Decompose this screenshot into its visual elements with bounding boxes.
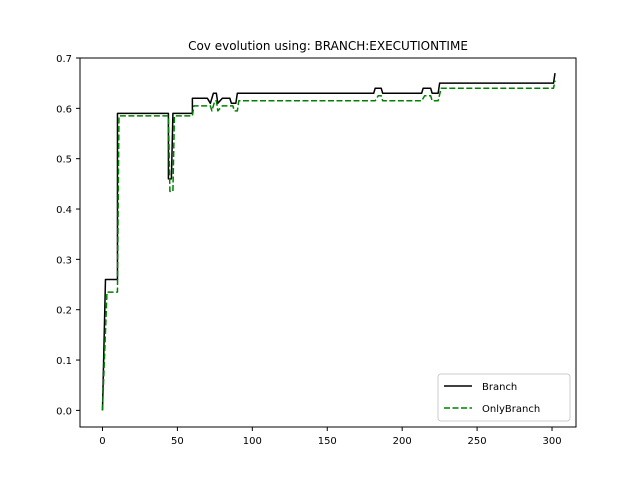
series-line-onlybranch: [101, 80, 556, 411]
x-tick-label: 300: [542, 436, 561, 447]
series-line-branch: [101, 72, 556, 411]
legend: Branch OnlyBranch: [437, 373, 571, 422]
y-tick-label: 0.5: [56, 155, 72, 166]
y-tick-label: 0.2: [56, 306, 72, 317]
x-tick-label: 50: [171, 436, 184, 447]
x-tick-label: 150: [318, 436, 337, 447]
x-tick-label: 250: [468, 436, 487, 447]
y-tick-label: 0.4: [56, 205, 72, 216]
axes: 0 50 100 150 200 250 300 0.0 0.1 0.2 0.3 0.4 0.5 0.6 0…: [56, 54, 561, 447]
y-tick-label: 0.1: [56, 356, 72, 367]
y-tick-label: 0.6: [56, 104, 72, 115]
x-tick-label: 0: [99, 436, 105, 447]
x-tick-label: 100: [243, 436, 262, 447]
plot-frame: [79, 57, 577, 428]
chart-title: Cov evolution using: BRANCH:EXECUTIONTIM…: [188, 39, 468, 53]
legend-label-onlybranch: OnlyBranch: [482, 404, 540, 415]
y-tick-label: 0.7: [56, 54, 72, 65]
legend-label-branch: Branch: [482, 382, 517, 393]
y-tick-label: 0.3: [56, 255, 72, 266]
y-tick-label: 0.0: [56, 406, 72, 417]
plot-area: [101, 72, 556, 411]
x-tick-label: 200: [393, 436, 412, 447]
